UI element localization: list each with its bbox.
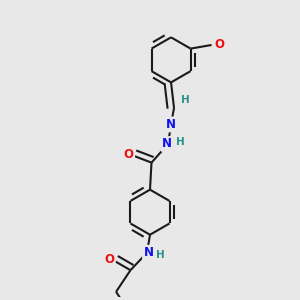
Text: H: H bbox=[181, 95, 190, 105]
Text: H: H bbox=[156, 250, 165, 260]
Text: N: N bbox=[162, 137, 172, 151]
Text: O: O bbox=[104, 253, 114, 266]
Text: O: O bbox=[214, 38, 224, 51]
Text: N: N bbox=[143, 246, 154, 259]
Text: N: N bbox=[166, 118, 176, 131]
Text: H: H bbox=[176, 137, 184, 148]
Text: O: O bbox=[124, 148, 134, 161]
